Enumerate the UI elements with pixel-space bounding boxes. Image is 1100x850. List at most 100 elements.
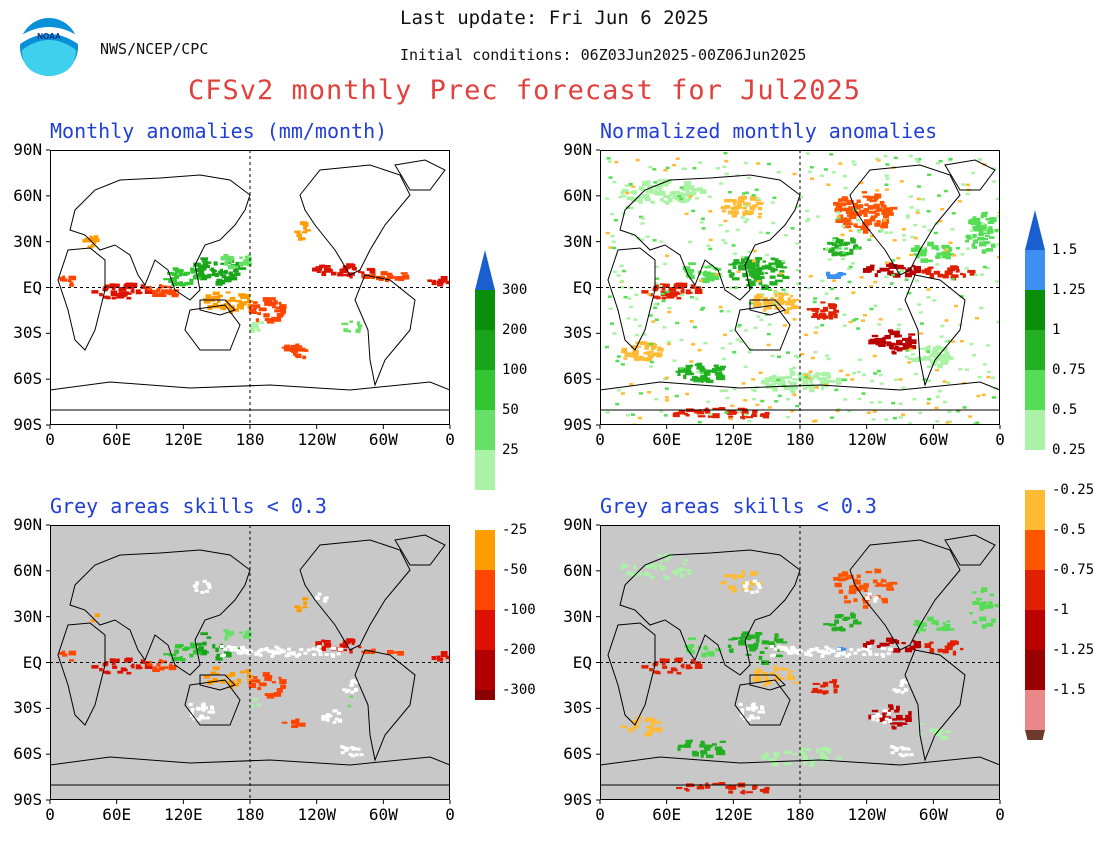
- colorbar-mm: [475, 250, 495, 700]
- anomaly-cell: [908, 154, 913, 158]
- anomaly-cell: [225, 291, 231, 294]
- anomaly-cell: [239, 631, 243, 634]
- anomaly-cell: [323, 642, 332, 648]
- anomaly-cell: [707, 195, 712, 198]
- anomaly-cell: [994, 280, 999, 283]
- anomaly-cell: [708, 238, 713, 242]
- anomaly-cell: [812, 385, 816, 389]
- near-zero-cell: [809, 648, 814, 652]
- anomaly-cell: [724, 574, 731, 578]
- anomaly-cell: [684, 270, 691, 273]
- near-zero-cell: [359, 753, 364, 757]
- anomaly-cell: [686, 185, 695, 190]
- anomaly-cell: [632, 724, 639, 729]
- near-zero-cell: [196, 706, 200, 710]
- anomaly-cell: [870, 639, 875, 643]
- anomaly-cell: [714, 746, 723, 751]
- anomaly-cell: [720, 347, 725, 350]
- anomaly-cell: [707, 277, 715, 282]
- anomaly-cell: [640, 238, 645, 241]
- anomaly-cell: [929, 648, 934, 651]
- anomaly-cell: [135, 664, 141, 670]
- anomaly-cell: [770, 257, 776, 261]
- anomaly-cell: [252, 697, 258, 701]
- anomaly-cell: [834, 388, 839, 392]
- near-zero-cell: [233, 646, 238, 650]
- anomaly-cell: [694, 297, 699, 300]
- anomaly-cell: [687, 191, 691, 195]
- anomaly-cell: [244, 300, 251, 304]
- anomaly-cell: [827, 303, 836, 307]
- lat-tick-label: 30N: [563, 606, 593, 626]
- anomaly-cell: [614, 160, 619, 164]
- near-zero-cell: [865, 596, 870, 600]
- anomaly-cell: [665, 166, 670, 170]
- anomaly-cell: [303, 226, 308, 231]
- anomaly-cell: [972, 353, 976, 357]
- anomaly-cell: [712, 368, 717, 373]
- anomaly-cell: [789, 295, 794, 298]
- anomaly-cell: [652, 727, 656, 732]
- near-zero-cell: [205, 582, 210, 586]
- anomaly-cell: [163, 278, 171, 281]
- anomaly-cell: [867, 238, 872, 241]
- near-zero-cell: [739, 711, 744, 714]
- colorbar-swatch: [1025, 250, 1045, 290]
- near-zero-cell: [904, 688, 908, 692]
- lon-tick-label: 0: [995, 430, 1005, 449]
- anomaly-cell: [881, 222, 888, 226]
- anomaly-cell: [896, 341, 903, 346]
- anomaly-cell: [775, 279, 783, 283]
- anomaly-cell: [660, 185, 664, 188]
- anomaly-cell: [962, 406, 967, 409]
- lat-tick-label: 60S: [563, 369, 593, 389]
- anomaly-cell: [169, 663, 173, 667]
- lat-tick-label: 60N: [563, 560, 593, 580]
- anomaly-cell: [981, 249, 987, 254]
- anomaly-cell: [792, 753, 799, 756]
- map-normalized-anomalies: [600, 150, 1000, 425]
- anomaly-cell: [90, 619, 95, 623]
- anomaly-cell: [206, 264, 210, 268]
- anomaly-cell: [899, 416, 903, 419]
- anomaly-cell: [981, 587, 988, 593]
- anomaly-cell: [274, 317, 282, 322]
- anomaly-cell: [806, 384, 811, 389]
- anomaly-cell: [62, 653, 68, 657]
- anomaly-cell: [701, 227, 706, 230]
- anomaly-cell: [916, 197, 921, 201]
- anomaly-cell: [848, 589, 857, 595]
- anomaly-cell: [832, 679, 838, 683]
- coastline: [354, 649, 416, 762]
- anomaly-cell: [813, 331, 818, 334]
- anomaly-cell: [813, 350, 818, 354]
- anomaly-cell: [799, 195, 804, 199]
- anomaly-cell: [933, 728, 941, 734]
- anomaly-cell: [620, 392, 625, 395]
- anomaly-cell: [777, 274, 784, 277]
- lat-tick-label: 90N: [13, 140, 43, 159]
- anomaly-cell: [689, 320, 694, 323]
- anomaly-cell: [944, 340, 949, 343]
- anomaly-cell: [225, 674, 231, 678]
- anomaly-cell: [807, 376, 812, 380]
- anomaly-cell: [738, 265, 742, 268]
- colorbar-label: -0.25: [1052, 482, 1095, 498]
- colorbar-label: -0.75: [1052, 562, 1095, 578]
- near-zero-cell: [884, 717, 889, 721]
- anomaly-cell: [856, 574, 861, 579]
- near-zero-cell: [799, 649, 803, 653]
- anomaly-cell: [91, 665, 99, 669]
- anomaly-cell: [283, 347, 288, 352]
- anomaly-cell: [908, 345, 917, 350]
- anomaly-cell: [694, 289, 703, 294]
- anomaly-cell: [743, 413, 748, 416]
- anomaly-cell: [247, 629, 251, 632]
- anomaly-cell: [623, 295, 628, 299]
- anomaly-cell: [898, 402, 903, 405]
- anomaly-cell: [988, 226, 993, 231]
- anomaly-cell: [843, 220, 848, 225]
- anomaly-cell: [959, 340, 964, 343]
- anomaly-cell: [842, 202, 849, 206]
- anomaly-cell: [179, 283, 186, 287]
